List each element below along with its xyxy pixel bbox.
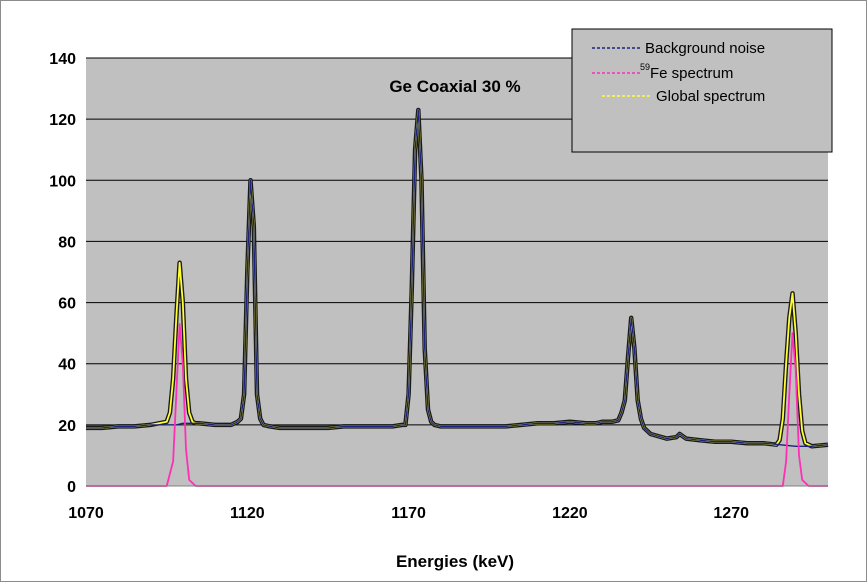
y-tick-label: 0 [67,479,76,496]
y-tick-label: 100 [49,173,76,190]
legend-label-background-noise: Background noise [645,40,765,57]
y-tick-label: 40 [58,357,76,374]
y-tick-label: 20 [58,418,76,435]
y-tick-label: 120 [49,112,76,129]
x-tick-label: 1120 [230,505,265,522]
x-tick-label: 1170 [391,505,426,522]
y-tick-label: 60 [58,296,76,313]
series-lines [86,107,829,487]
x-tick-labels: 1070 1120 1170 1220 1270 [68,505,749,522]
legend-box [571,28,833,153]
y-tick-label: 80 [58,234,76,251]
legend-label-fe-spectrum: Fe spectrum [650,65,733,82]
y-tick-labels: 0 20 40 60 80 100 120 140 [49,51,76,496]
legend: Background noise 59 Fe spectrum Global s… [571,28,833,153]
x-tick-label: 1220 [552,505,588,522]
legend-label-fe-superscript: 59 [640,62,650,72]
x-tick-label: 1270 [713,505,749,522]
x-axis-title: Energies (keV) [396,552,514,571]
y-tick-label: 140 [49,51,76,68]
series-line-background-noise [86,109,829,447]
legend-label-global-spectrum: Global spectrum [656,88,765,105]
chart-title: Ge Coaxial 30 % [389,77,520,96]
x-tick-label: 1070 [68,505,104,522]
